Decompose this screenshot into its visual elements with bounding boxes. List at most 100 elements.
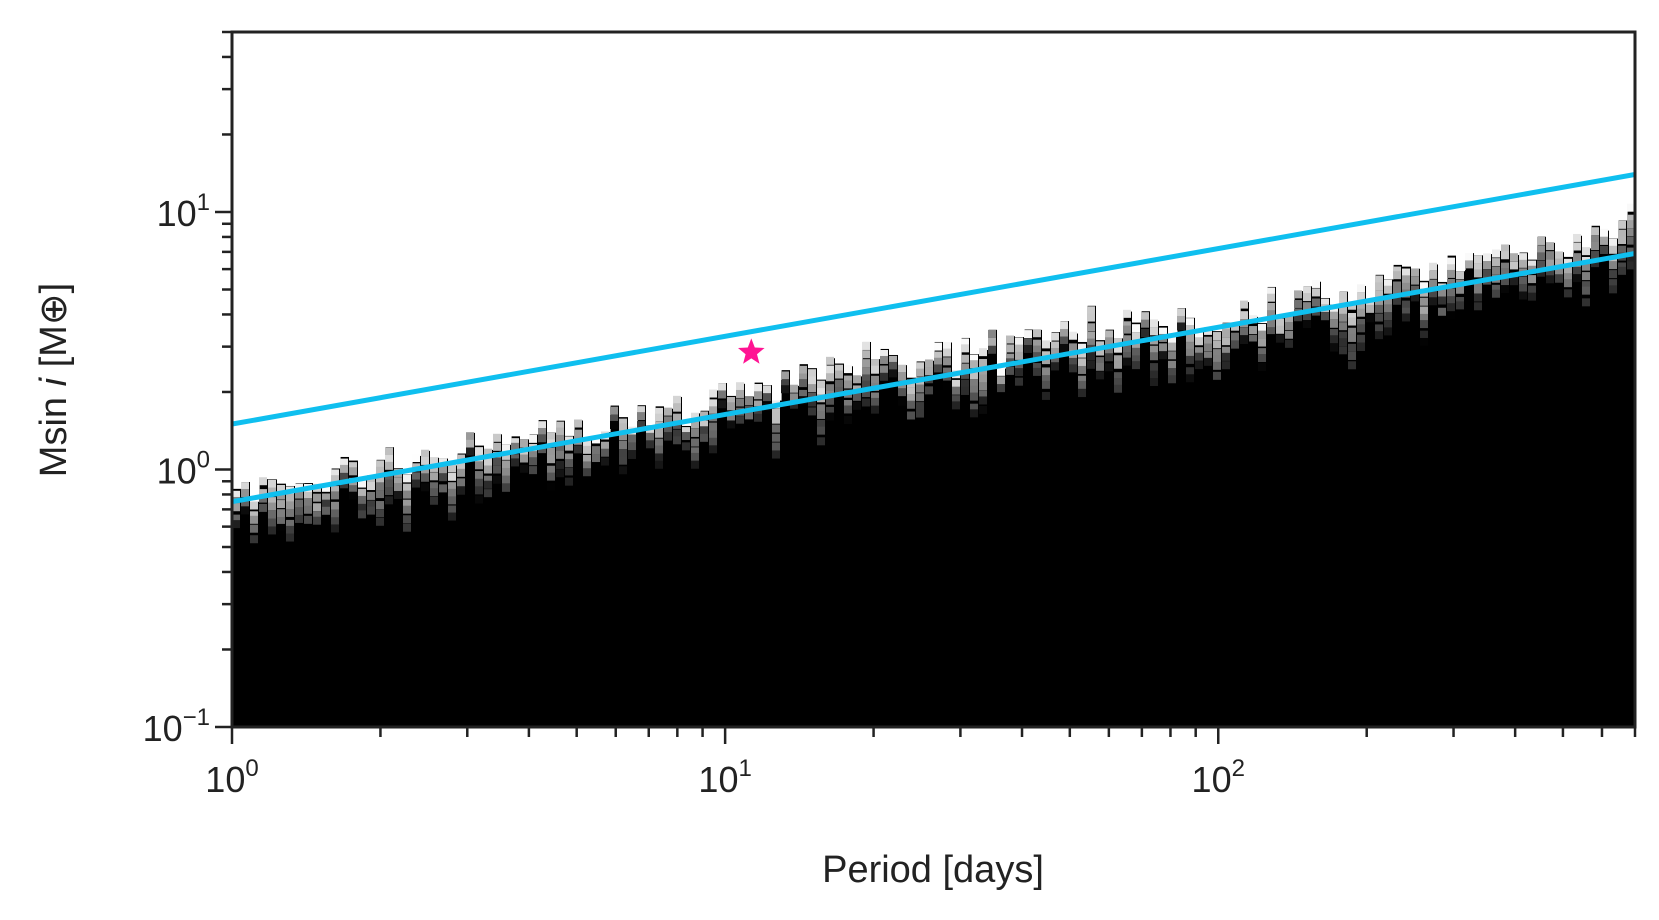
heatmap-cell	[610, 414, 618, 423]
heatmap-cell	[1375, 275, 1383, 284]
heatmap-cell	[322, 483, 330, 492]
heatmap-cell	[1330, 335, 1338, 344]
y-tick-label-exponent: 0	[197, 446, 210, 473]
heatmap-cell	[1555, 258, 1563, 267]
heatmap-cell	[1501, 244, 1509, 253]
heatmap-cell	[277, 500, 285, 509]
heatmap-cell	[1348, 327, 1356, 336]
heatmap-cell	[1627, 247, 1635, 256]
heatmap-cell	[1006, 335, 1014, 344]
heatmap-cell	[250, 501, 258, 510]
heatmap-cell	[664, 407, 672, 416]
heatmap-cell	[1204, 343, 1212, 352]
heatmap-cell	[466, 432, 474, 441]
heatmap-cell	[1033, 352, 1041, 361]
heatmap-cell	[1474, 293, 1482, 302]
heatmap-cell	[421, 483, 429, 492]
heatmap-cell	[1375, 299, 1383, 308]
heatmap-cell	[1303, 320, 1311, 329]
heatmap-cell	[1285, 330, 1293, 339]
heatmap-cell	[1564, 279, 1572, 288]
heatmap-cell	[385, 479, 393, 488]
y-axis-title-suffix: [M⊕]	[33, 283, 75, 378]
heatmap-cell	[520, 439, 528, 448]
heatmap-cell	[1150, 363, 1158, 372]
heatmap-clear-cell	[1528, 32, 1538, 260]
heatmap-clear-cell	[1501, 32, 1511, 245]
heatmap-cell	[916, 362, 924, 371]
heatmap-clear-cell	[1204, 32, 1214, 328]
heatmap-cell	[700, 433, 708, 442]
heatmap-cell	[1312, 298, 1320, 307]
heatmap-clear-cell	[1393, 32, 1403, 265]
heatmap-cell	[1177, 315, 1185, 324]
heatmap-cell	[1051, 341, 1059, 350]
heatmap-cell	[664, 416, 672, 425]
x-tick-label-base: 10	[205, 759, 245, 800]
heatmap-clear-cell	[934, 32, 944, 342]
heatmap-cell	[871, 397, 879, 406]
heatmap-cell	[1429, 262, 1437, 271]
heatmap-cell	[925, 367, 933, 376]
heatmap-cell	[1528, 260, 1536, 269]
heatmap-cell	[952, 401, 960, 410]
heatmap-cell	[961, 379, 969, 388]
heatmap-cell	[628, 450, 636, 459]
heatmap-cell	[430, 488, 438, 497]
heatmap-cell	[556, 427, 564, 436]
heatmap-cell	[1078, 358, 1086, 367]
heatmap-clear-cell	[1321, 32, 1331, 298]
heatmap-cell	[358, 503, 366, 512]
heatmap-clear-cell	[1132, 32, 1142, 323]
heatmap-cell	[1357, 318, 1365, 327]
heatmap-cell	[1303, 312, 1311, 321]
heatmap-cell	[574, 445, 582, 454]
heatmap-cell	[1456, 285, 1464, 294]
heatmap-clear-cell	[574, 32, 584, 421]
heatmap-cell	[502, 475, 510, 484]
heatmap-cell	[430, 457, 438, 466]
heatmap-cell	[1195, 352, 1203, 361]
heatmap-cell	[727, 413, 735, 422]
heatmap-cell	[1348, 317, 1356, 326]
heatmap-cell	[403, 505, 411, 514]
heatmap-clear-cell	[295, 32, 305, 484]
heatmap-cell	[781, 385, 789, 394]
heatmap-cell	[1150, 319, 1158, 328]
heatmap-cell	[1123, 344, 1131, 353]
heatmap-cell	[403, 474, 411, 483]
heatmap-clear-cell	[1483, 32, 1493, 255]
heatmap-cell	[448, 488, 456, 497]
heatmap-cell	[817, 410, 825, 419]
heatmap-cell	[1195, 332, 1203, 341]
heatmap-clear-cell	[1402, 32, 1412, 267]
heatmap-clear-cell	[961, 32, 971, 338]
heatmap-cell	[700, 411, 708, 420]
heatmap-cell	[835, 379, 843, 388]
heatmap-cell	[295, 499, 303, 508]
heatmap-cell	[448, 472, 456, 481]
heatmap-clear-cell	[970, 32, 980, 355]
heatmap-cell	[1492, 258, 1500, 267]
heatmap-cell	[556, 469, 564, 478]
x-tick-label: 101	[698, 755, 751, 800]
heatmap-cell	[1609, 279, 1617, 288]
heatmap-cell	[376, 482, 384, 491]
heatmap-cell	[835, 364, 843, 373]
heatmap-cell	[1150, 345, 1158, 354]
heatmap-cell	[880, 372, 888, 381]
heatmap-cell	[817, 380, 825, 389]
heatmap-cell	[1105, 353, 1113, 362]
heatmap-clear-cell	[916, 32, 926, 362]
heatmap-cell	[880, 355, 888, 364]
heatmap-cell	[1348, 351, 1356, 360]
heatmap-clear-cell	[1357, 32, 1367, 286]
heatmap-cell	[565, 467, 573, 476]
heatmap-cell	[1393, 296, 1401, 305]
heatmap-cell	[502, 460, 510, 469]
heatmap-clear-cell	[340, 32, 350, 457]
heatmap-cell	[367, 500, 375, 509]
heatmap-cell	[628, 442, 636, 451]
heatmap-cell	[1366, 314, 1374, 323]
heatmap-cell	[349, 491, 357, 500]
